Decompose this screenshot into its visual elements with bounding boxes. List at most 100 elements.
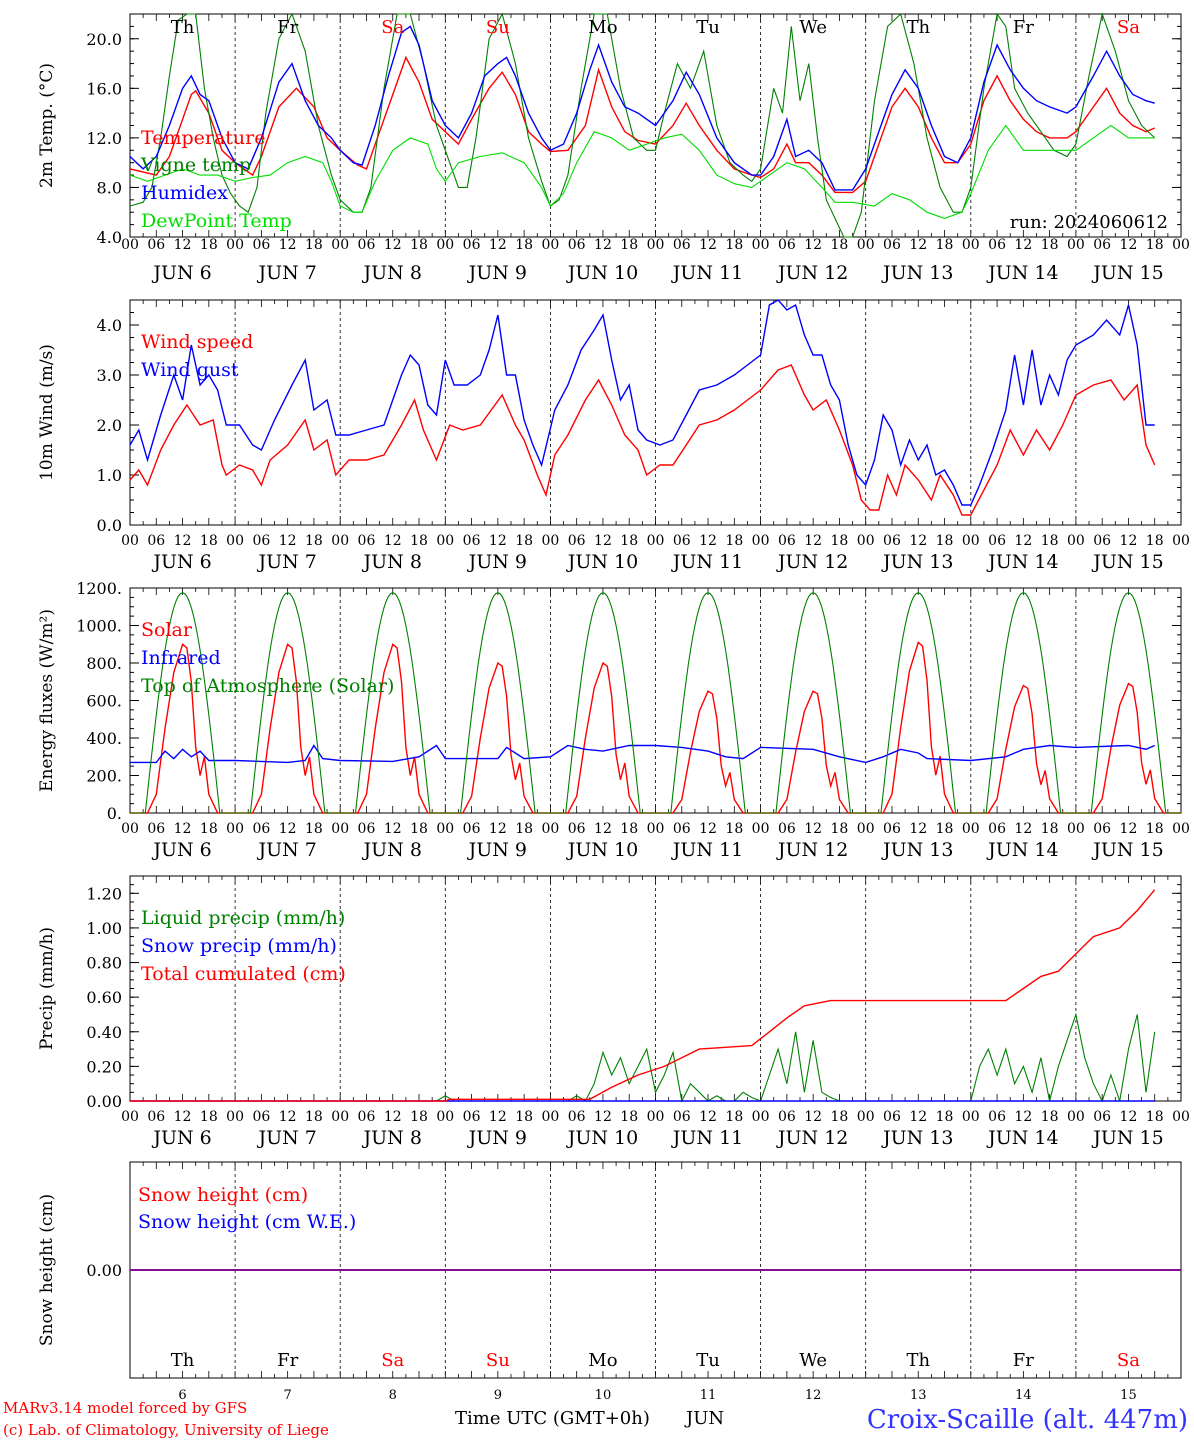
date-label: JUN 8 (362, 262, 422, 284)
hour-label: 18 (305, 237, 323, 253)
hour-label: 18 (1041, 821, 1059, 837)
hour-label: 06 (568, 821, 586, 837)
hour-label: 18 (1146, 1109, 1164, 1125)
y-tick-label: 0.00 (86, 1261, 122, 1280)
day-name: Sa (1117, 17, 1140, 38)
hour-label: 00 (647, 237, 665, 253)
day-number: 14 (1015, 1388, 1032, 1403)
date-label: JUN 8 (362, 1127, 422, 1149)
hour-label: 06 (778, 533, 796, 549)
hour-label: 06 (252, 237, 270, 253)
hour-label: 06 (147, 237, 165, 253)
day-number: 12 (805, 1388, 822, 1403)
hour-label: 06 (673, 533, 691, 549)
y-tick-label: 0.40 (86, 1023, 122, 1042)
date-label: JUN 13 (881, 839, 953, 861)
hour-label: 12 (174, 1109, 192, 1125)
date-label: JUN 10 (566, 551, 638, 573)
y-tick-label: 0. (107, 804, 122, 823)
date-label: JUN 14 (986, 262, 1058, 284)
x-axis-label: Time UTC (GMT+0h) (455, 1408, 650, 1429)
hour-label: 18 (200, 821, 218, 837)
hour-label: 12 (909, 821, 927, 837)
hour-label: 18 (620, 821, 638, 837)
hour-label: 06 (252, 1109, 270, 1125)
day-name: We (799, 17, 827, 38)
hour-label: 18 (515, 1109, 533, 1125)
hour-label: 00 (541, 237, 559, 253)
hour-label: 12 (489, 237, 507, 253)
day-name: Su (486, 1350, 510, 1371)
y-tick-label: 0.0 (97, 516, 122, 535)
y-tick-label: 800. (86, 654, 122, 673)
hour-label: 12 (1120, 821, 1138, 837)
hour-label: 00 (436, 533, 454, 549)
hour-label: 00 (752, 533, 770, 549)
day-name: Th (171, 17, 195, 38)
hour-label: 12 (489, 1109, 507, 1125)
legend-entry: Top of Atmosphere (Solar) (141, 675, 394, 697)
hour-label: 12 (804, 821, 822, 837)
y-tick-label: 200. (86, 767, 122, 786)
date-label: JUN 10 (566, 262, 638, 284)
y-axis-label: 10m Wind (m/s) (37, 344, 57, 481)
hour-label: 12 (174, 821, 192, 837)
hour-label: 00 (436, 1109, 454, 1125)
run-label: run: 2024060612 (1010, 212, 1168, 233)
y-tick-label: 0.60 (86, 988, 122, 1007)
hour-label: 18 (831, 1109, 849, 1125)
date-label: JUN 9 (467, 551, 527, 573)
hour-label: 12 (1014, 237, 1032, 253)
hour-label: 00 (436, 237, 454, 253)
y-tick-label: 2.0 (97, 416, 122, 435)
hour-label: 18 (200, 1109, 218, 1125)
hour-label: 18 (410, 237, 428, 253)
date-label: JUN 15 (1091, 839, 1163, 861)
hour-label: 06 (358, 237, 376, 253)
hour-label: 06 (778, 1109, 796, 1125)
date-label: JUN 9 (467, 1127, 527, 1149)
day-name: Sa (381, 17, 404, 38)
hour-label: 00 (541, 1109, 559, 1125)
hour-label: 06 (358, 821, 376, 837)
footer-model: MARv3.14 model forced by GFS (3, 1399, 247, 1417)
hour-label: 06 (463, 821, 481, 837)
day-name: Th (171, 1350, 195, 1371)
hour-label: 12 (699, 821, 717, 837)
hour-label: 12 (909, 1109, 927, 1125)
day-number: 9 (494, 1388, 502, 1403)
y-tick-label: 0.80 (86, 954, 122, 973)
hour-label: 12 (909, 533, 927, 549)
hour-label: 12 (279, 1109, 297, 1125)
day-name: Sa (1117, 1350, 1140, 1371)
panel-3: 0. 200. 400. 600. 800. 1000. 1200. Energy fluxe… (37, 579, 1190, 861)
hour-label: 12 (279, 821, 297, 837)
hour-label: 12 (594, 1109, 612, 1125)
legend-entry: Infrared (141, 647, 221, 669)
hour-label: 18 (936, 237, 954, 253)
day-number: 7 (284, 1388, 292, 1403)
hour-label: 00 (857, 821, 875, 837)
date-label: JUN 15 (1091, 1127, 1163, 1149)
hour-label: 18 (1146, 533, 1164, 549)
date-label: JUN 8 (362, 839, 422, 861)
hour-label: 06 (988, 1109, 1006, 1125)
hour-label: 06 (778, 821, 796, 837)
hour-label: 12 (804, 237, 822, 253)
y-tick-label: 0.20 (86, 1057, 122, 1076)
hour-label: 06 (463, 237, 481, 253)
hour-label: 18 (515, 533, 533, 549)
series-line-wind-speed (129, 364, 1156, 516)
day-name: Su (486, 17, 510, 38)
hour-label: 18 (1146, 821, 1164, 837)
day-number: 10 (595, 1388, 612, 1403)
hour-label: 18 (515, 821, 533, 837)
date-label: JUN 12 (776, 1127, 848, 1149)
y-tick-label: 4.0 (97, 228, 122, 247)
panel-4: 0.00 0.20 0.40 0.60 0.80 1.00 1.20 Precip (mm/h… (37, 875, 1190, 1149)
day-name: Th (906, 17, 930, 38)
date-label: JUN 15 (1091, 262, 1163, 284)
hour-label: 00 (226, 1109, 244, 1125)
hour-label: 12 (804, 533, 822, 549)
day-number: 11 (700, 1388, 717, 1403)
